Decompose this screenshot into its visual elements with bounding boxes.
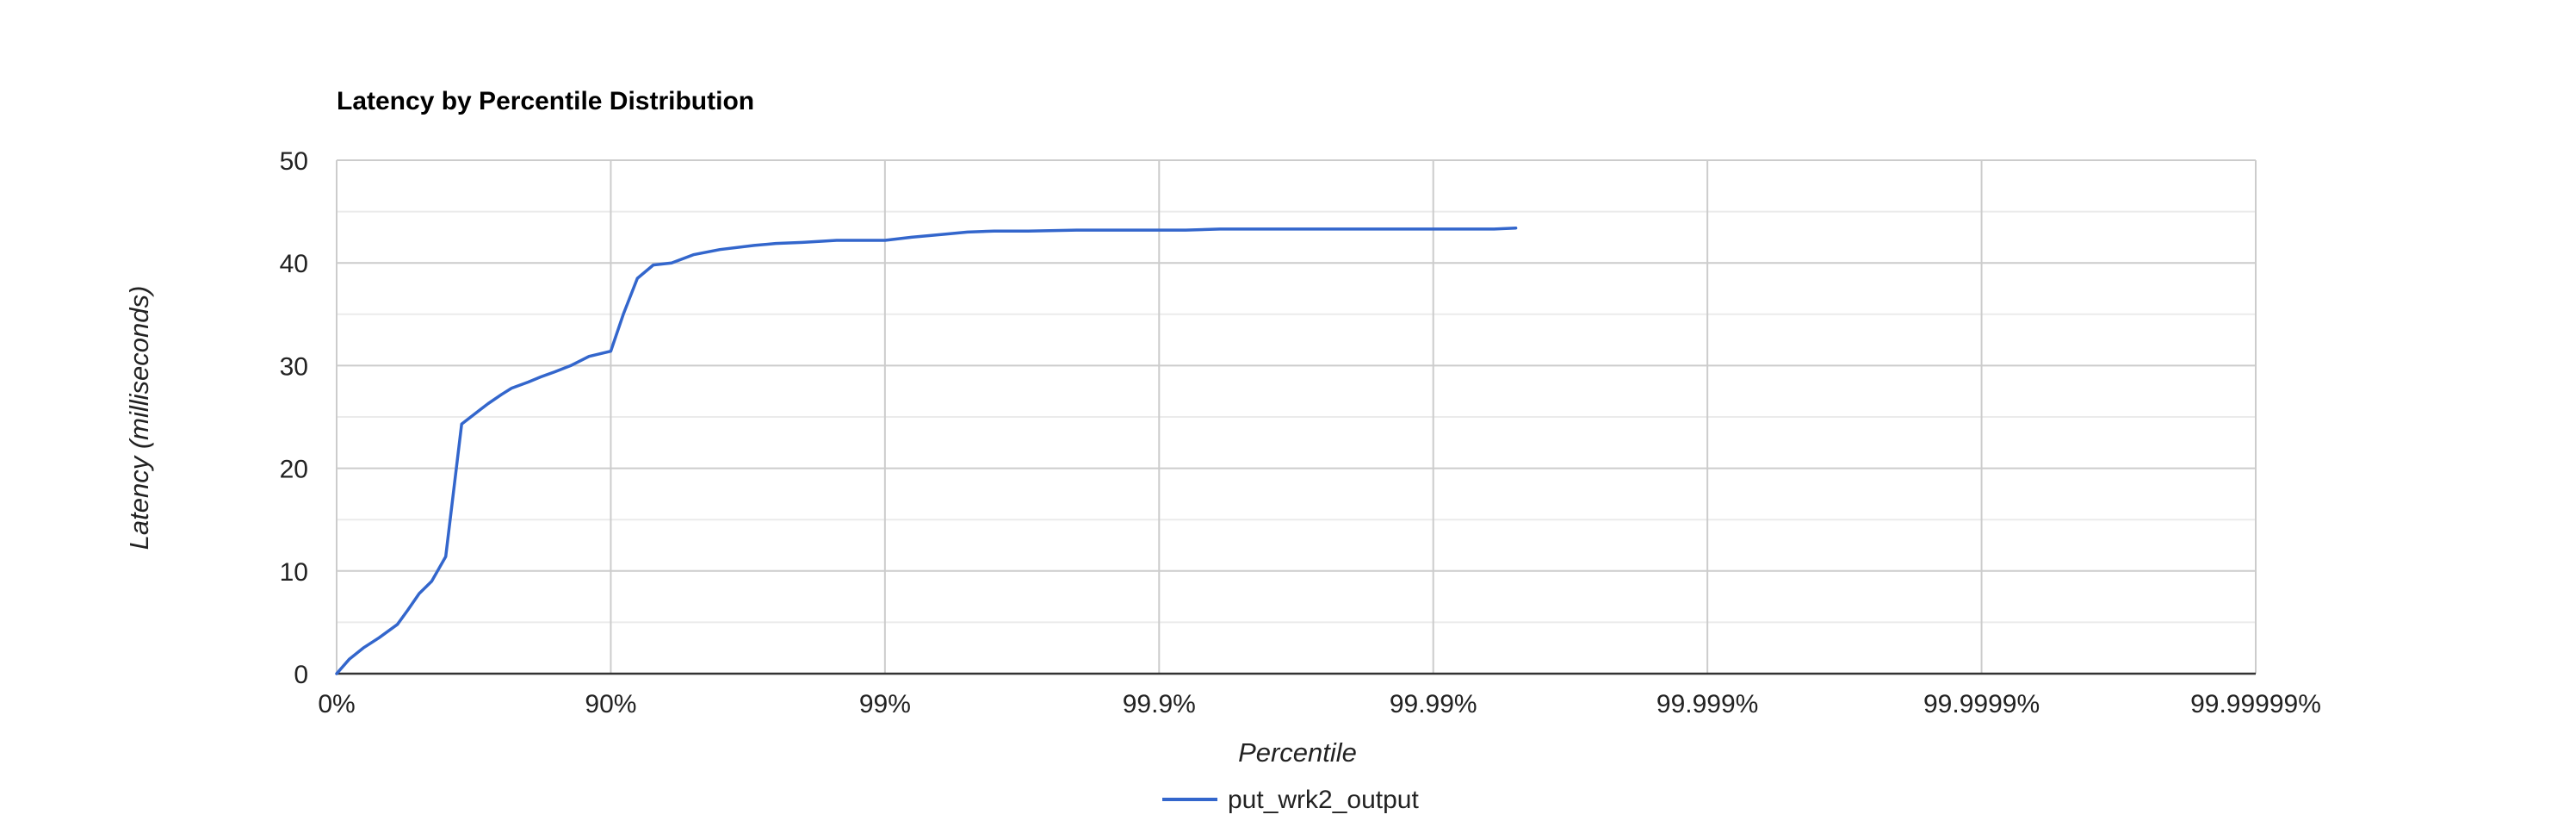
x-tick-label: 99% bbox=[859, 690, 911, 718]
x-tick-label: 99.99999% bbox=[2190, 690, 2321, 718]
y-tick-label: 0 bbox=[294, 661, 308, 689]
x-tick-labels: 0% 90% 99% 99.9% 99.99% 99.999% 99.9999% 99.999… bbox=[318, 690, 2321, 718]
x-tick-label: 99.99% bbox=[1390, 690, 1477, 718]
x-tick-label: 90% bbox=[585, 690, 636, 718]
y-tick-label: 40 bbox=[280, 250, 308, 278]
y-axis-title: Latency (milliseconds) bbox=[124, 286, 154, 550]
x-tick-label: 0% bbox=[318, 690, 355, 718]
x-tick-label: 99.999% bbox=[1656, 690, 1758, 718]
legend[interactable]: put_wrk2_output bbox=[1162, 786, 1419, 814]
series-layer bbox=[335, 226, 1518, 675]
x-axis-title: Percentile bbox=[1238, 737, 1357, 768]
chart-title: Latency by Percentile Distribution bbox=[337, 87, 754, 115]
x-tick-label: 99.9% bbox=[1123, 690, 1196, 718]
y-tick-label: 50 bbox=[280, 147, 308, 176]
y-tick-label: 10 bbox=[280, 558, 308, 587]
legend-label: put_wrk2_output bbox=[1228, 786, 1419, 814]
y-tick-label: 20 bbox=[280, 456, 308, 484]
y-tick-label: 30 bbox=[280, 352, 308, 381]
grid bbox=[336, 159, 2257, 674]
x-tick-label: 99.9999% bbox=[1923, 690, 2040, 718]
y-tick-labels: 0 10 20 30 40 50 bbox=[280, 147, 308, 689]
series-line-put_wrk2_output[interactable] bbox=[335, 226, 1518, 675]
